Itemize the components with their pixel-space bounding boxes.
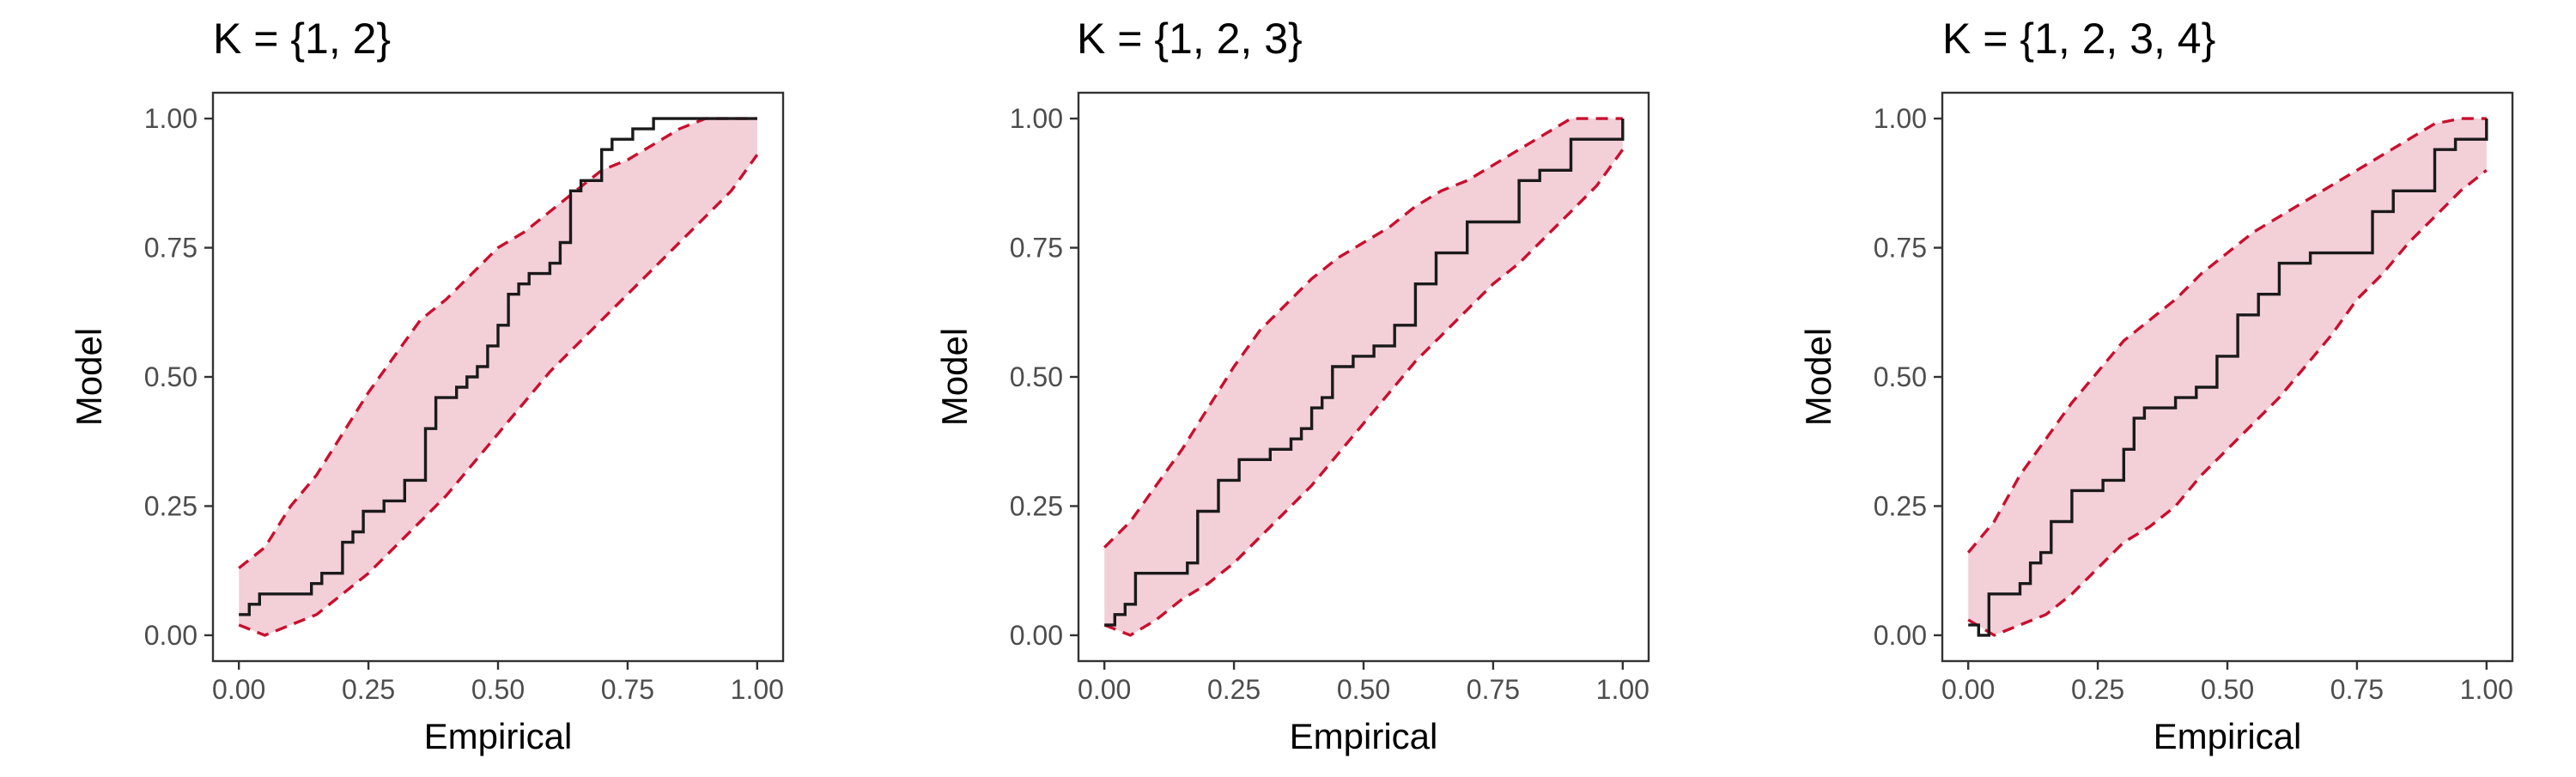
x-tick-label: 0.25 bbox=[1207, 674, 1261, 705]
step-line bbox=[1104, 118, 1625, 627]
y-tick-label: 0.75 bbox=[144, 233, 197, 264]
upper-bound-line bbox=[238, 117, 757, 570]
y-axis-label: Model bbox=[1798, 328, 1838, 426]
panel-title: K = {1, 2, 3, 4} bbox=[1942, 15, 2215, 63]
y-tick-label: 0.25 bbox=[1874, 490, 1927, 521]
x-tick-label: 1.00 bbox=[1596, 674, 1649, 705]
y-tick-label: 0.25 bbox=[1010, 490, 1063, 521]
x-tick-label: 0.50 bbox=[471, 674, 525, 705]
panel-3: K = {1, 2, 3, 4} 0.00 0.00 0.25 0.25 0.50 0.50… bbox=[1798, 15, 2514, 756]
x-tick-label: 0.00 bbox=[1078, 674, 1131, 705]
y-tick-label: 0.50 bbox=[144, 361, 197, 392]
panel-1: K = {1, 2} 0.00 0.00 0.25 0.25 0.50 0.50 0.75 0.… bbox=[69, 15, 785, 756]
step-line bbox=[239, 117, 757, 616]
panel-title: K = {1, 2, 3} bbox=[1077, 15, 1303, 63]
y-tick-label: 1.00 bbox=[144, 103, 197, 134]
x-tick-label: 0.00 bbox=[1941, 674, 1995, 705]
x-tick-label: 0.75 bbox=[601, 674, 654, 705]
x-tick-label: 0.50 bbox=[1337, 674, 1390, 705]
y-tick-label: 0.75 bbox=[1874, 233, 1927, 264]
x-axis-label: Empirical bbox=[2154, 716, 2302, 756]
x-tick-label: 0.25 bbox=[342, 674, 395, 705]
x-tick-label: 0.75 bbox=[2330, 674, 2384, 705]
y-tick-label: 0.00 bbox=[144, 620, 197, 651]
x-tick-label: 1.00 bbox=[2460, 674, 2513, 705]
y-tick-label: 0.50 bbox=[1010, 361, 1063, 392]
panel-title: K = {1, 2} bbox=[213, 15, 391, 63]
upper-bound-line bbox=[1966, 117, 2487, 554]
step-line bbox=[1968, 118, 2488, 637]
panel-2: K = {1, 2, 3} 0.00 0.00 0.25 0.25 0.50 0.50 0.7… bbox=[934, 15, 1650, 756]
lower-bound-line bbox=[238, 154, 759, 637]
confidence-band bbox=[1104, 118, 1623, 635]
x-tick-label: 0.50 bbox=[2201, 674, 2254, 705]
x-axis-label: Empirical bbox=[424, 716, 573, 756]
y-tick-label: 0.75 bbox=[1010, 233, 1063, 264]
x-tick-label: 1.00 bbox=[731, 674, 784, 705]
plot-area bbox=[1103, 117, 1625, 637]
y-tick-label: 0.00 bbox=[1010, 620, 1063, 651]
y-axis-label: Model bbox=[934, 328, 975, 426]
y-tick-label: 1.00 bbox=[1010, 103, 1063, 134]
plot-area bbox=[1966, 117, 2488, 637]
y-tick-label: 0.50 bbox=[1874, 361, 1927, 392]
x-tick-label: 0.25 bbox=[2071, 674, 2124, 705]
y-tick-label: 0.00 bbox=[1874, 620, 1927, 651]
confidence-band bbox=[239, 118, 757, 635]
x-tick-label: 0.75 bbox=[1467, 674, 1520, 705]
y-axis-label: Model bbox=[69, 328, 109, 426]
y-tick-label: 1.00 bbox=[1874, 103, 1927, 134]
x-axis-label: Empirical bbox=[1290, 716, 1438, 756]
plot-area bbox=[238, 117, 759, 637]
lower-bound-line bbox=[1103, 149, 1625, 637]
upper-bound-line bbox=[1103, 117, 1623, 549]
x-tick-label: 0.00 bbox=[212, 674, 265, 705]
y-tick-label: 0.25 bbox=[144, 490, 197, 521]
lower-bound-line bbox=[1967, 168, 2488, 637]
confidence-band bbox=[1968, 118, 2487, 635]
